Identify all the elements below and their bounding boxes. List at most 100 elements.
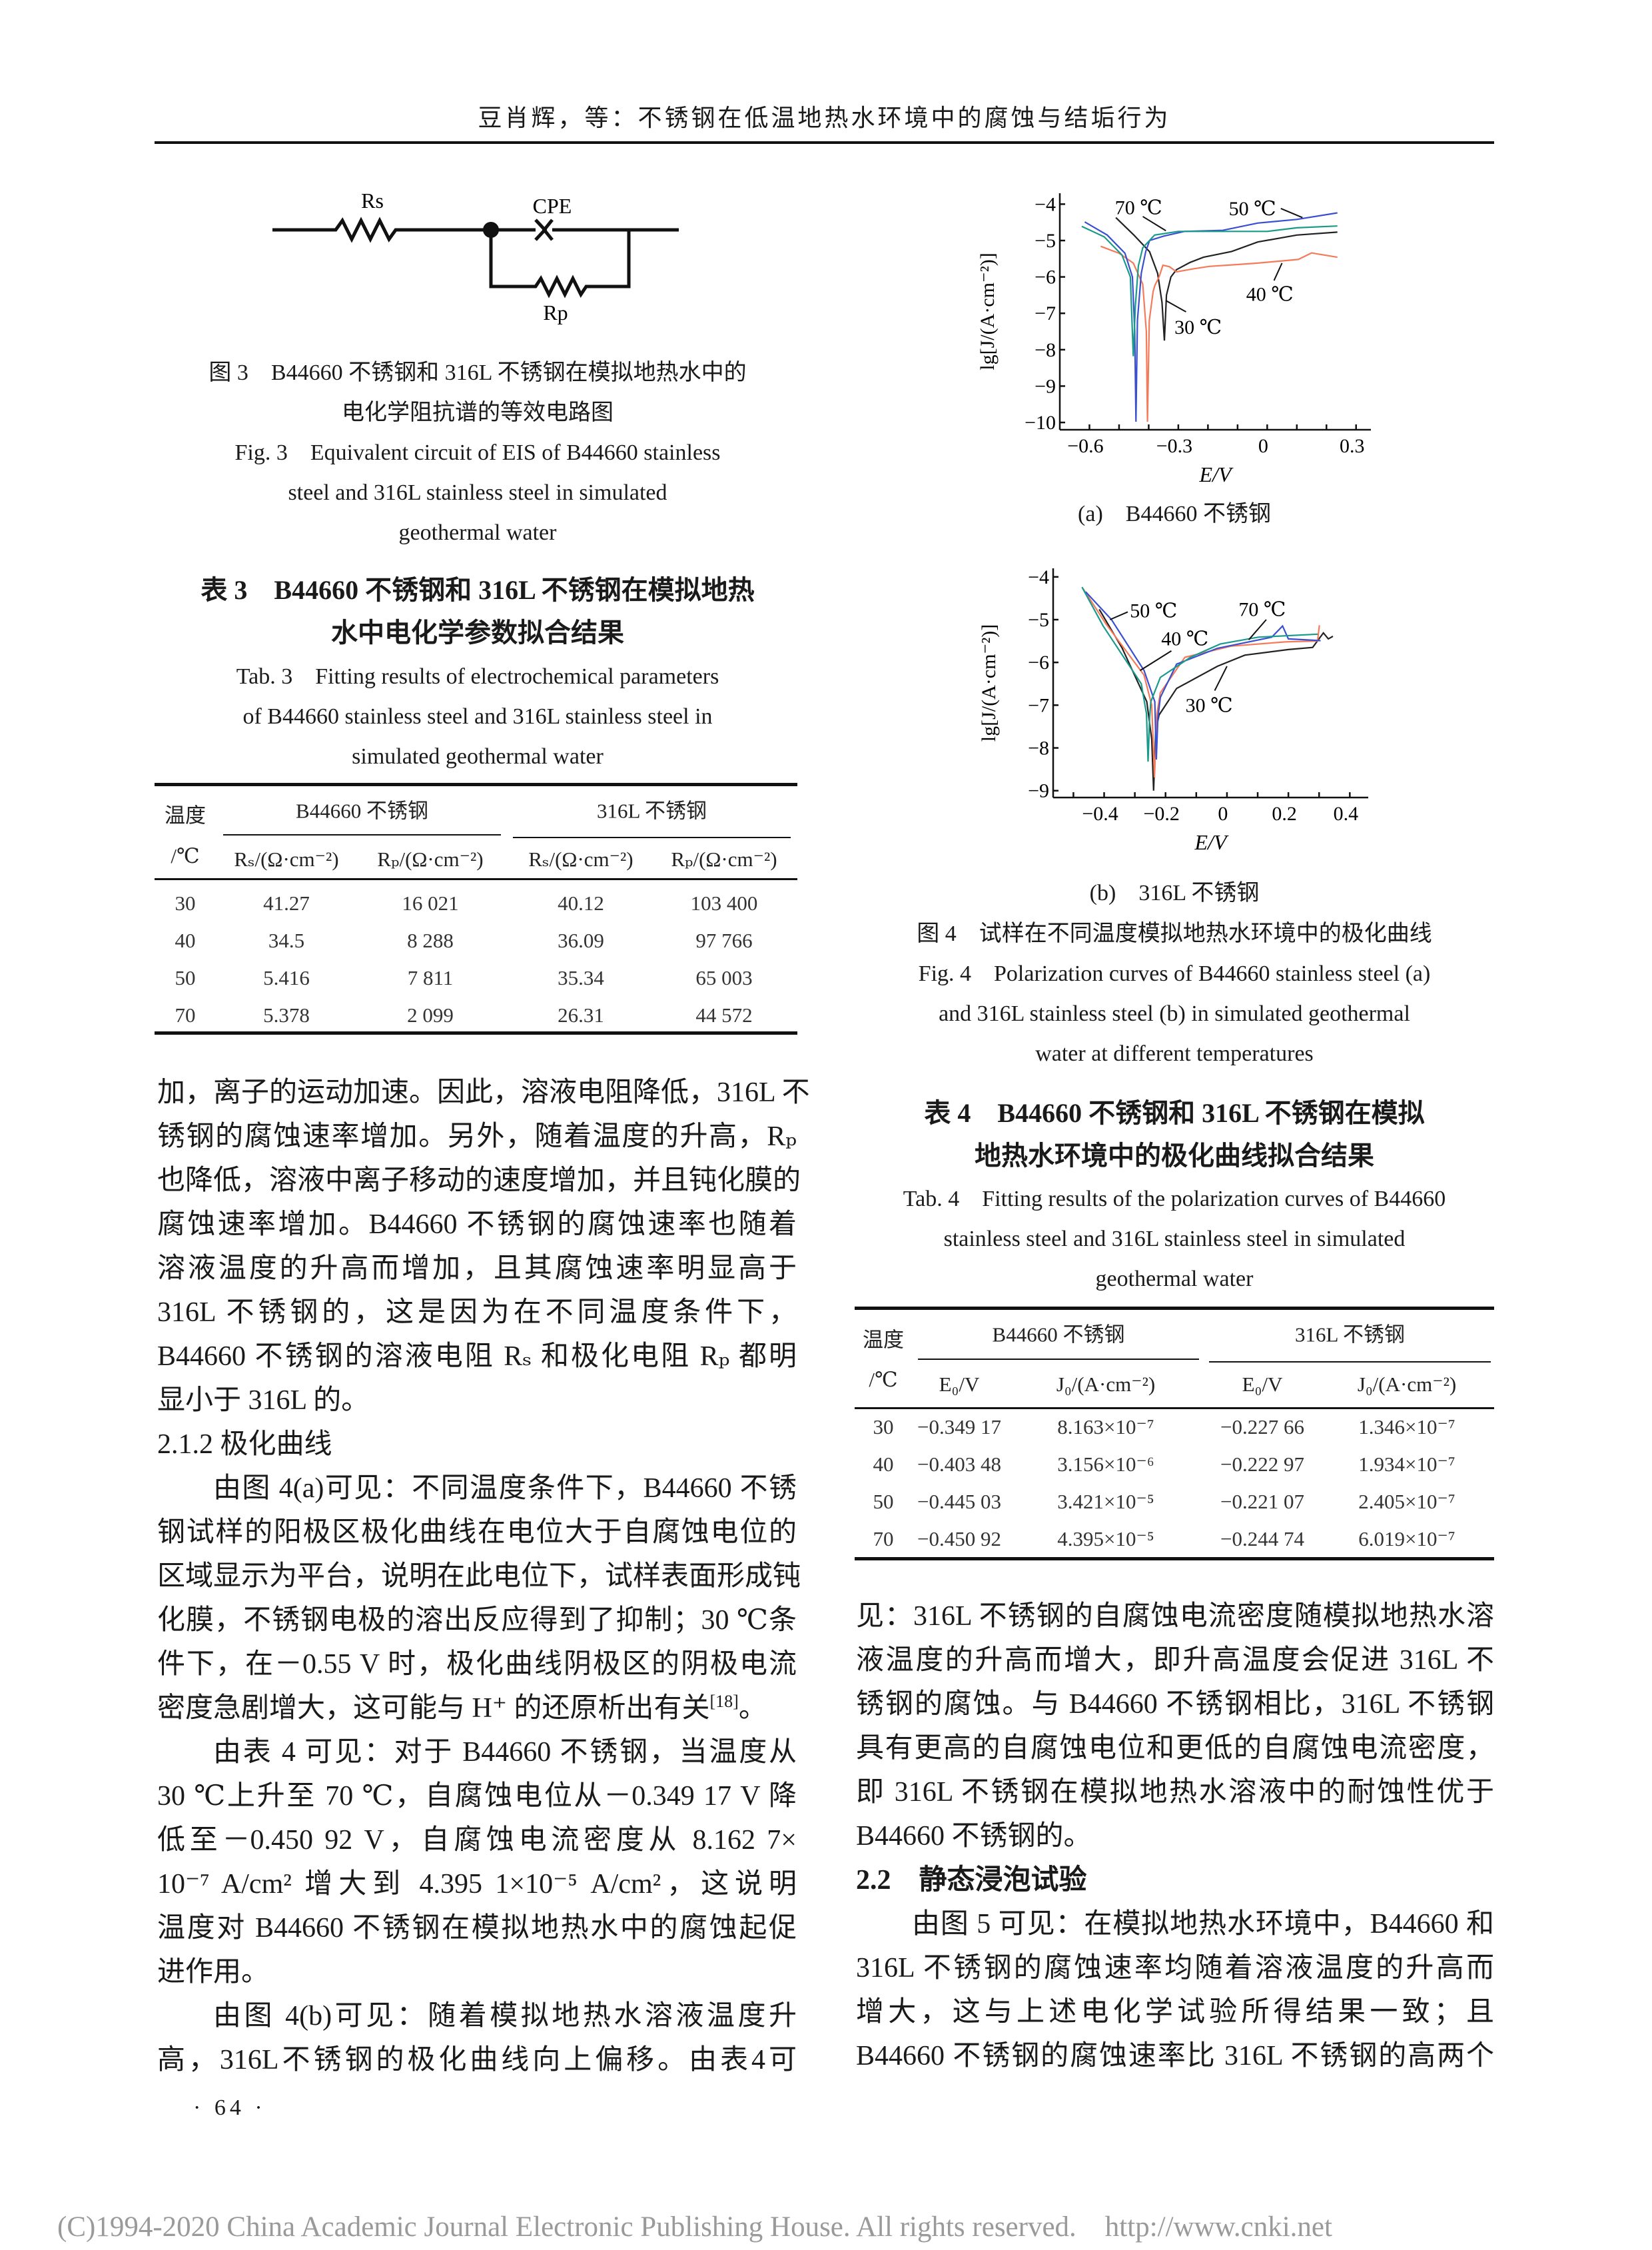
- column-header: J₀/(A·cm⁻²): [1056, 1373, 1156, 1396]
- cpe-label: CPE: [533, 194, 572, 218]
- table-cell: 3.156×10⁻⁶: [1057, 1452, 1154, 1476]
- body-text-line: 增大，这与上述电化学试验所得结果一致；且: [856, 1997, 1494, 2027]
- body-text-line: 钢试样的阳极区极化曲线在电位大于自腐蚀电位的: [157, 1517, 797, 1548]
- table-cell: 40.12: [558, 891, 604, 915]
- figure4b-caption: (b) 316L 不锈钢: [1089, 881, 1260, 905]
- cnki-url: http://www.cnki.net: [1104, 2211, 1332, 2243]
- table-cell: 7 811: [407, 966, 454, 989]
- table-cell: 6.019×10⁻⁷: [1358, 1527, 1455, 1550]
- group-underline: [513, 837, 791, 838]
- y-tick-label: −7: [1034, 302, 1056, 324]
- table-cell: 35.34: [558, 966, 604, 989]
- caption-line: 图 4 试样在不同温度模拟地热水环境中的极化曲线: [917, 921, 1432, 946]
- body-text-line: 区域显示为平台，说明在此电位下，试样表面形成钝: [157, 1561, 801, 1592]
- equivalent-circuit-diagram: Rs CPE Rp: [272, 189, 679, 324]
- table-cell: −0.221 07: [1220, 1490, 1304, 1513]
- text-segment: 密度急剧增大，这可能与 H⁺ 的还原析出有关: [157, 1693, 710, 1724]
- polarization-chart-b: −0.4 −0.2 0 0.2 0.4 −4 −5 −6 −7 −8 −9 E/V lg[J/(A·cm…: [978, 566, 1368, 854]
- table-cell: 1.346×10⁻⁷: [1358, 1415, 1455, 1438]
- page-number: · 64 ·: [193, 2095, 266, 2120]
- column-header: Rₚ/(Ω·cm⁻²): [377, 847, 484, 871]
- column-header: Rₚ/(Ω·cm⁻²): [671, 847, 777, 871]
- table3-english-title: Tab. 3 Fitting results of electrochemica…: [155, 657, 801, 777]
- table-cell: 97 766: [695, 929, 753, 952]
- group-header: 316L 不锈钢: [1294, 1323, 1406, 1347]
- table-cell: 50: [873, 1490, 894, 1513]
- y-axis-label: lg[J/(A·cm⁻²)]: [978, 624, 1000, 742]
- caption-line: Fig. 4 Polarization curves of B44660 sta…: [918, 961, 1431, 986]
- body-text-line: 温度对 B44660 不锈钢在模拟地热水中的腐蚀起促: [157, 1913, 797, 1944]
- y-tick-label: −9: [1034, 375, 1056, 397]
- table-cell: 5.416: [263, 966, 310, 989]
- table3-title: 表 3 B44660 不锈钢和 316L 不锈钢在模拟地热 水中电化学参数拟合结果: [155, 569, 801, 654]
- body-text-line: 化膜，不锈钢电极的溶出反应得到了抑制；30 ℃条: [157, 1605, 797, 1636]
- table-cell: 26.31: [558, 1003, 604, 1027]
- header-rule: [155, 141, 1494, 144]
- table-english-title-line: Tab. 3 Fitting results of electrochemica…: [236, 664, 719, 689]
- series-line-70c: [1081, 586, 1318, 762]
- section-heading: 2.1.2 极化曲线: [157, 1429, 332, 1460]
- section-heading: 2.2 静态浸泡试验: [856, 1865, 1087, 1896]
- series-label: 30 ℃: [1186, 694, 1233, 716]
- table-cell: −0.450 92: [917, 1527, 1001, 1550]
- caption-line: 电化学阻抗谱的等效电路图: [342, 400, 614, 425]
- copyright-text: (C)1994-2020 China Academic Journal Elec…: [57, 2211, 1076, 2243]
- axes: [1052, 568, 1368, 799]
- group-header: B44660 不锈钢: [296, 799, 428, 823]
- group-header: 316L 不锈钢: [596, 799, 707, 823]
- body-text-line: 溶液温度的升高而增加，且其腐蚀速率明显高于: [157, 1253, 797, 1284]
- caption-line: 图 3 B44660 不锈钢和 316L 不锈钢在模拟地热水中的: [208, 360, 747, 385]
- series-label: 40 ℃: [1246, 283, 1294, 305]
- group-header: B44660 不锈钢: [992, 1323, 1125, 1347]
- annotation-leader: [1273, 263, 1283, 281]
- annotation-leader: [1165, 300, 1186, 312]
- body-text-line: 密度急剧增大，这可能与 H⁺ 的还原析出有关[18]。: [157, 1686, 797, 1730]
- x-tick-label: 0: [1218, 803, 1228, 825]
- body-text-line: 由图 4(a)可见：不同温度条件下，B44660 不锈: [213, 1473, 797, 1504]
- annotation-leader: [1214, 666, 1228, 692]
- table-cell: 40: [873, 1452, 894, 1476]
- x-axis-label: E/V: [1194, 830, 1229, 854]
- series-line-30c: [1115, 217, 1338, 341]
- caption-line: steel and 316L stainless steel in simula…: [288, 480, 667, 505]
- body-text-line: 低至－0.450 92 V，自腐蚀电流密度从 8.162 7×: [157, 1825, 797, 1856]
- table-cell: −0.244 74: [1220, 1527, 1304, 1550]
- table-top-rule: [855, 1307, 1494, 1310]
- body-text-line: 30 ℃上升至 70 ℃，自腐蚀电位从－0.349 17 V 降: [157, 1781, 797, 1812]
- table-english-title-line: of B44660 stainless steel and 316L stain…: [242, 704, 713, 729]
- figure4a-caption: (a) B44660 不锈钢: [1078, 502, 1271, 526]
- series-label: 70 ℃: [1115, 197, 1162, 219]
- annotation-leader: [1142, 216, 1166, 232]
- x-tick-label: −0.3: [1156, 435, 1192, 457]
- annotation-leader: [1139, 650, 1172, 672]
- x-tick-label: 0.3: [1340, 435, 1365, 457]
- citation-reference: [18]: [709, 1692, 739, 1711]
- left-column-text: 加，离子的运动加速。因此，溶液电阻降低，316L 不锈钢的腐蚀速率增加。另外，随…: [157, 1071, 810, 2082]
- table4-title: 表 4 B44660 不锈钢和 316L 不锈钢在模拟 地热水环境中的极化曲线拟合…: [855, 1092, 1494, 1177]
- column-header: J₀/(A·cm⁻²): [1357, 1373, 1457, 1396]
- body-text-line: 10⁻⁷ A/cm² 增大到 4.395 1×10⁻⁵ A/cm²，这说明: [157, 1869, 797, 1900]
- copyright-footer: (C)1994-2020 China Academic Journal Elec…: [57, 2211, 1332, 2243]
- body-text-line: 锈钢的腐蚀速率增加。另外，随着温度的升高，Rₚ: [157, 1121, 797, 1152]
- body-text-line: 加，离子的运动加速。因此，溶液电阻降低，316L 不: [157, 1077, 810, 1108]
- table-title-line: 表 4 B44660 不锈钢和 316L 不锈钢在模拟: [924, 1098, 1425, 1128]
- body-text-line: 见：316L 不锈钢的自腐蚀电流密度随模拟地热水溶: [856, 1601, 1494, 1632]
- cpe-element: [491, 219, 679, 241]
- table-cell: 2.405×10⁻⁷: [1358, 1490, 1455, 1513]
- body-text-line: 件下，在－0.55 V 时，极化曲线阴极区的阴极电流: [157, 1649, 797, 1680]
- rs-label: Rs: [361, 189, 384, 213]
- group-underline: [223, 834, 501, 836]
- circuit-node: [483, 222, 499, 238]
- series-label: 40 ℃: [1161, 628, 1208, 650]
- table-cell: 4.395×10⁻⁵: [1057, 1527, 1154, 1550]
- table-cell: 2 099: [407, 1003, 454, 1027]
- series-line-30c: [1098, 609, 1334, 791]
- body-text-line: 锈钢的腐蚀。与 B44660 不锈钢相比，316L 不锈钢: [856, 1689, 1494, 1720]
- polarization-chart-a: −0.6 −0.3 0 0.3 −4 −5 −6 −7 −8 −9 −10 E/V lg[J/(A·cm…: [977, 193, 1371, 486]
- running-title: 豆肖辉，等：不锈钢在低温地热水环境中的腐蚀与结垢行为: [478, 105, 1171, 131]
- body-text-line: 316L 不锈钢的腐蚀速率均随着溶液温度的升高而: [856, 1953, 1494, 1983]
- y-tick-label: −7: [1028, 694, 1049, 716]
- table-cell: 70: [873, 1527, 894, 1550]
- y-axis-label: lg[J/(A·cm⁻²)]: [977, 253, 999, 370]
- temp-unit-header: /℃: [869, 1368, 898, 1391]
